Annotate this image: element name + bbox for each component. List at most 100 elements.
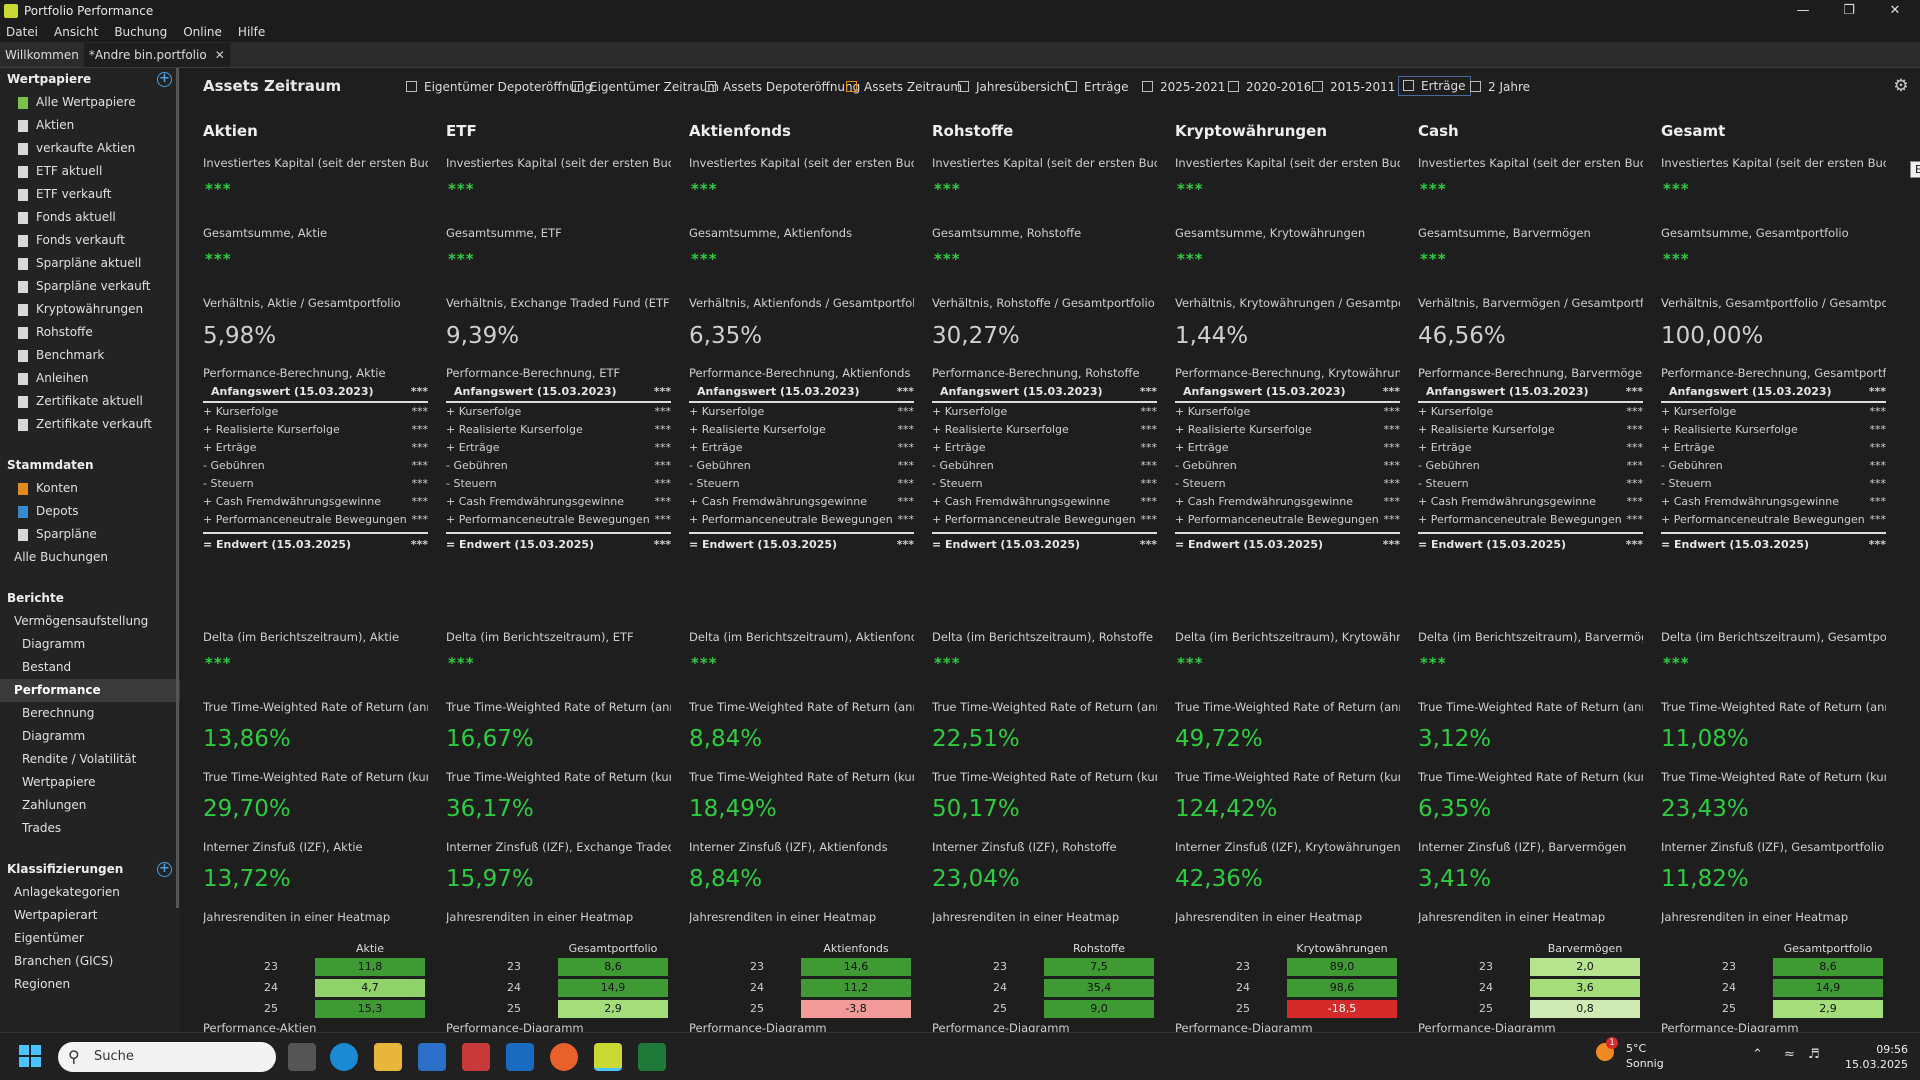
task-view-icon[interactable]: [288, 1043, 316, 1071]
windows-start-icon[interactable]: [18, 1044, 46, 1072]
sidebar-item[interactable]: Diagramm: [0, 725, 180, 748]
sidebar-item[interactable]: ETF aktuell: [0, 160, 180, 183]
view-tab[interactable]: Erträge: [1066, 80, 1129, 94]
menu-buchung[interactable]: Buchung: [114, 25, 168, 39]
view-tab[interactable]: Eigentümer Zeitraum: [572, 80, 719, 94]
performance-table: Anfangswert (15.03.2023) *** + Kurserfolge…: [1418, 383, 1643, 554]
sidebar-item[interactable]: Zahlungen: [0, 794, 180, 817]
view-tab[interactable]: Jahresübersicht: [958, 80, 1069, 94]
masked-value: ***: [1868, 538, 1886, 551]
perf-row: - Steuern ***: [446, 475, 671, 493]
sidebar-item[interactable]: Benchmark: [0, 344, 180, 367]
sidebar-item[interactable]: Rohstoffe: [0, 321, 180, 344]
sidebar-item[interactable]: Zertifikate aktuell: [0, 390, 180, 413]
perf-row-label: + Kurserfolge: [203, 405, 279, 418]
weather-widget[interactable]: 1 5°C Sonnig: [1596, 1037, 1664, 1071]
perf-row-label: + Performanceneutrale Bewegungen: [203, 513, 407, 526]
sidebar-item[interactable]: Alle Buchungen: [0, 546, 180, 569]
sidebar-item[interactable]: Eigentümer: [0, 927, 180, 950]
tab-portfolio-file[interactable]: *Andre bin.portfolio ✕: [83, 43, 230, 67]
view-tab[interactable]: 2 Jahre: [1470, 80, 1530, 94]
perf-row: + Erträge ***: [1418, 439, 1643, 457]
add-icon[interactable]: +: [157, 862, 172, 877]
close-icon[interactable]: ✕: [214, 48, 225, 62]
sidebar-item[interactable]: Wertpapierart: [0, 904, 180, 927]
chevron-up-icon[interactable]: ⌃: [1752, 1047, 1763, 1062]
perf-start-row: Anfangswert (15.03.2023) ***: [1661, 383, 1886, 403]
sidebar-item[interactable]: Kryptowährungen: [0, 298, 180, 321]
excel-icon[interactable]: [638, 1043, 666, 1071]
sidebar-item[interactable]: Vermögensaufstellung: [0, 610, 180, 633]
system-clock[interactable]: 09:56 15.03.2025: [1840, 1042, 1908, 1072]
file-explorer-icon[interactable]: [374, 1043, 402, 1071]
delta-label: Delta (im Berichtszeitraum), Krytowährun…: [1175, 630, 1400, 644]
sidebar-item[interactable]: verkaufte Aktien: [0, 137, 180, 160]
menu-datei[interactable]: Datei: [6, 25, 39, 39]
sidebar-item[interactable]: Alle Wertpapiere: [0, 91, 180, 114]
speaker-icon[interactable]: ♬: [1808, 1047, 1820, 1062]
sidebar-item[interactable]: Trades: [0, 817, 180, 840]
edge-browser-icon[interactable]: [330, 1043, 358, 1071]
sidebar-item[interactable]: Fonds verkauft: [0, 229, 180, 252]
perf-row: + Erträge ***: [1661, 439, 1886, 457]
sidebar-item[interactable]: Branchen (GICS): [0, 950, 180, 973]
prime-video-icon[interactable]: [506, 1043, 534, 1071]
masked-value: ***: [1626, 495, 1644, 508]
firefox-icon[interactable]: [550, 1043, 578, 1071]
view-tab[interactable]: 2025-2021: [1142, 80, 1225, 94]
tab-willkommen[interactable]: Willkommen: [0, 43, 84, 67]
sidebar-item[interactable]: Regionen: [0, 973, 180, 996]
ratio-label: Verhältnis, Aktienfonds / Gesamtportfoli…: [689, 296, 914, 310]
sidebar-item[interactable]: Fonds aktuell: [0, 206, 180, 229]
document-icon: [18, 188, 28, 201]
masked-value: ***: [410, 538, 428, 551]
view-tab[interactable]: Erträge: [1398, 76, 1471, 96]
masked-value: ***: [1625, 538, 1643, 551]
wifi-icon[interactable]: ≈: [1784, 1047, 1795, 1062]
portfolio-performance-taskbar-icon[interactable]: [594, 1043, 622, 1071]
sidebar-scrollbar[interactable]: [176, 68, 179, 908]
heatmap-cell: -18,5: [1287, 1000, 1397, 1018]
sidebar-item[interactable]: Konten: [0, 477, 180, 500]
sidebar-item[interactable]: Performance: [0, 679, 180, 702]
sidebar-item[interactable]: Depots: [0, 500, 180, 523]
masked-value: ***: [1383, 495, 1401, 508]
add-icon[interactable]: +: [157, 72, 172, 87]
sidebar-item[interactable]: Sparpläne verkauft: [0, 275, 180, 298]
gear-icon[interactable]: ⚙: [1893, 76, 1909, 96]
view-tab[interactable]: 2015-2011: [1312, 80, 1395, 94]
perf-row-label: + Performanceneutrale Bewegungen: [689, 513, 893, 526]
masked-value: ***: [1177, 250, 1204, 268]
app-icon-red[interactable]: [462, 1043, 490, 1071]
minimize-button[interactable]: —: [1796, 3, 1810, 18]
masked-value: ***: [1868, 385, 1886, 398]
maximize-button[interactable]: ❐: [1843, 3, 1855, 18]
tab-checkbox-icon: [1470, 81, 1481, 92]
sidebar-item[interactable]: Sparpläne aktuell: [0, 252, 180, 275]
view-tab[interactable]: Assets Depoteröffnung: [705, 80, 860, 94]
close-button[interactable]: ✕: [1889, 3, 1901, 18]
sidebar-item[interactable]: ETF verkauft: [0, 183, 180, 206]
view-tab[interactable]: Assets Zeitraum: [846, 80, 962, 94]
perf-row: + Erträge ***: [932, 439, 1157, 457]
menu-hilfe[interactable]: Hilfe: [237, 25, 266, 39]
sidebar-item[interactable]: Wertpapiere: [0, 771, 180, 794]
masked-value: ***: [934, 180, 961, 198]
sidebar-item[interactable]: Berechnung: [0, 702, 180, 725]
menu-online[interactable]: Online: [183, 25, 222, 39]
sidebar-item[interactable]: Diagramm: [0, 633, 180, 656]
sidebar-item[interactable]: Sparpläne: [0, 523, 180, 546]
view-tab[interactable]: 2020-2016: [1228, 80, 1311, 94]
sidebar-item[interactable]: Zertifikate verkauft: [0, 413, 180, 436]
sidebar-item-label: Wertpapierart: [14, 908, 98, 922]
view-tab[interactable]: Eigentümer Depoteröffnung: [406, 80, 592, 94]
menu-ansicht[interactable]: Ansicht: [54, 25, 99, 39]
store-icon[interactable]: [418, 1043, 446, 1071]
sidebar-item[interactable]: Aktien: [0, 114, 180, 137]
taskbar-search-input[interactable]: ⚲ Suche: [58, 1042, 276, 1072]
sidebar-item[interactable]: Anlagekategorien: [0, 881, 180, 904]
sidebar-item[interactable]: Anleihen: [0, 367, 180, 390]
sidebar-item[interactable]: Rendite / Volatilität: [0, 748, 180, 771]
sidebar-item[interactable]: Bestand: [0, 656, 180, 679]
perf-row-label: - Steuern: [1418, 477, 1469, 490]
